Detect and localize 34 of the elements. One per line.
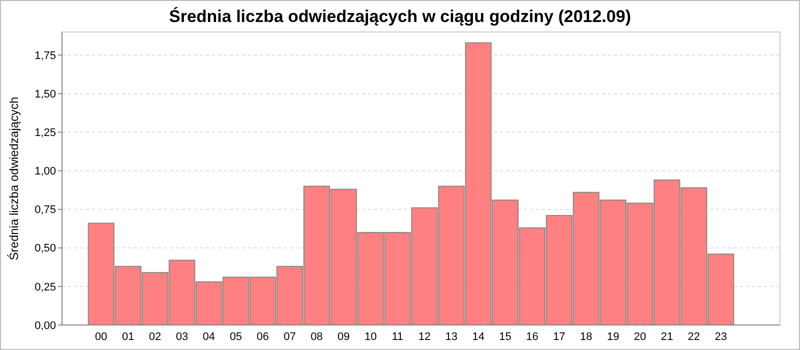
x-tick-label: 09 (338, 331, 350, 343)
x-tick-label: 19 (606, 331, 620, 343)
x-tick-label: 05 (230, 331, 242, 343)
x-tick-label: 15 (499, 331, 512, 343)
x-tick-label: 06 (256, 331, 269, 343)
x-tick-label: 22 (688, 331, 700, 343)
y-tick-label: 1,50 (34, 88, 56, 101)
x-tick-label: 11 (392, 331, 404, 343)
y-tick-label: 0,25 (34, 281, 56, 294)
y-axis-title: Średnia liczba odwiedzających (7, 96, 21, 260)
x-tick-label: 08 (310, 331, 323, 343)
x-tick-label: 13 (445, 331, 458, 343)
x-tick-label: 14 (472, 331, 484, 343)
y-tick-label: 0,50 (34, 242, 56, 255)
x-tick-label: 17 (553, 331, 566, 343)
x-tick-label: 03 (176, 331, 188, 343)
x-tick-label: 00 (95, 331, 108, 343)
x-tick-label: 12 (418, 331, 431, 343)
x-tick-label: 10 (364, 331, 377, 343)
x-tick-label: 02 (148, 331, 162, 343)
y-tick-label: 1,75 (34, 50, 56, 62)
x-tick-label: 01 (122, 331, 134, 343)
x-tick-label: 07 (284, 331, 296, 343)
x-tick-label: 16 (526, 331, 538, 343)
y-tick-label: 0,00 (34, 320, 56, 332)
y-tick-label: 0,75 (34, 204, 56, 216)
y-tick-label: 1,25 (34, 127, 56, 140)
x-tick-label: 21 (660, 331, 674, 343)
x-tick-label: 23 (714, 331, 727, 343)
x-tick-label: 18 (580, 331, 592, 343)
x-tick-label: 04 (202, 331, 216, 343)
x-tick-label: 20 (634, 331, 646, 343)
y-tick-label: 1,00 (34, 166, 56, 178)
chart-title: Średnia liczba odwiedzających w ciągu godziny (2012.09) (169, 6, 631, 26)
